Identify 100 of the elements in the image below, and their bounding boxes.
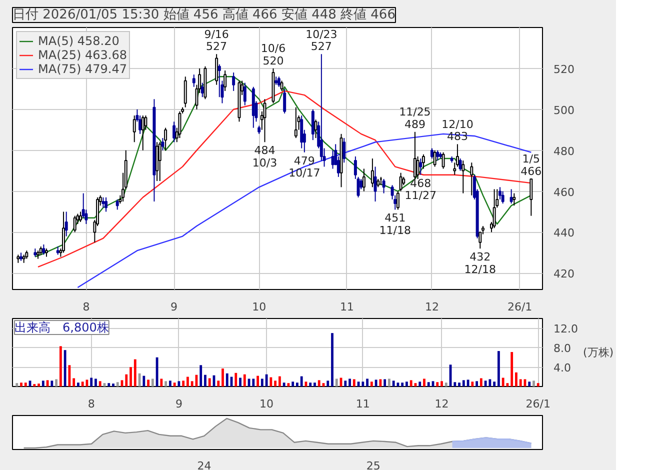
annotation: 10/6 520 bbox=[260, 42, 286, 68]
bar bbox=[502, 378, 504, 386]
y-tick-label: 500 bbox=[554, 104, 574, 117]
bar bbox=[418, 382, 422, 386]
bar bbox=[64, 350, 66, 386]
candlestick bbox=[232, 72, 236, 92]
bar bbox=[156, 357, 158, 386]
bar bbox=[168, 380, 172, 386]
bar bbox=[344, 380, 347, 386]
bar bbox=[528, 382, 531, 386]
candlestick bbox=[283, 88, 286, 114]
bar bbox=[318, 380, 320, 386]
bar bbox=[130, 367, 132, 386]
candlestick bbox=[362, 168, 366, 192]
bar bbox=[335, 378, 338, 386]
candlestick bbox=[416, 156, 420, 180]
bar bbox=[282, 382, 286, 386]
bar bbox=[81, 382, 84, 386]
candlestick bbox=[422, 154, 425, 170]
annotation: 432 12/18 bbox=[464, 250, 496, 276]
candlestick bbox=[141, 115, 144, 151]
bar bbox=[436, 382, 439, 386]
candlestick bbox=[430, 148, 434, 159]
candlestick bbox=[62, 211, 66, 254]
bar bbox=[388, 378, 390, 386]
candlestick bbox=[396, 190, 400, 210]
x-tick-label: 11 bbox=[356, 398, 370, 410]
candlestick bbox=[104, 196, 108, 212]
bar bbox=[252, 378, 255, 386]
candlestick bbox=[184, 76, 187, 108]
bar bbox=[392, 380, 395, 386]
bar bbox=[55, 379, 58, 386]
bar bbox=[292, 382, 294, 386]
bar bbox=[480, 378, 482, 386]
bar bbox=[326, 380, 330, 386]
candlestick bbox=[498, 186, 502, 200]
legend-label: MA(5) 458.20 bbox=[38, 34, 120, 48]
legend-label: MA(75) 479.47 bbox=[38, 62, 127, 76]
bar bbox=[90, 378, 93, 386]
bar bbox=[20, 382, 22, 386]
bar bbox=[234, 372, 238, 386]
candlestick bbox=[374, 166, 377, 202]
bar bbox=[374, 380, 378, 386]
bar bbox=[222, 368, 224, 386]
bar bbox=[493, 382, 496, 386]
bar bbox=[406, 382, 408, 386]
x-tick-label: 11 bbox=[340, 300, 354, 314]
candlestick bbox=[79, 211, 82, 222]
annotation: 479 10/17 bbox=[288, 154, 320, 180]
bar bbox=[68, 365, 71, 386]
bar bbox=[142, 376, 146, 386]
bar bbox=[16, 383, 18, 386]
candlestick bbox=[161, 138, 164, 151]
bar bbox=[484, 380, 487, 386]
x-tick-label: 8 bbox=[82, 300, 90, 314]
bar bbox=[278, 376, 281, 386]
annotation: 9/16 527 bbox=[204, 28, 229, 54]
bar bbox=[178, 381, 180, 386]
candlestick bbox=[512, 192, 516, 206]
candlestick bbox=[215, 54, 218, 86]
bar bbox=[265, 374, 268, 386]
bar bbox=[314, 382, 316, 386]
bar bbox=[160, 378, 163, 386]
y-tick-label: 420 bbox=[554, 268, 574, 281]
candlestick bbox=[501, 190, 504, 204]
bar bbox=[204, 374, 206, 386]
bar bbox=[476, 381, 478, 386]
x-tick-label: 24 bbox=[197, 460, 212, 470]
candlestick bbox=[370, 158, 374, 188]
bar bbox=[260, 378, 264, 386]
x-tick-label: 10 bbox=[260, 398, 274, 410]
bar bbox=[300, 376, 303, 386]
bar bbox=[515, 372, 518, 386]
candlestick bbox=[172, 121, 176, 143]
x-tick-label: 8 bbox=[88, 398, 95, 410]
candlestick bbox=[399, 172, 402, 192]
bar bbox=[217, 380, 220, 386]
candlestick bbox=[342, 138, 346, 164]
bar bbox=[488, 379, 492, 386]
bar bbox=[116, 382, 119, 386]
bar bbox=[190, 381, 194, 386]
candlestick bbox=[311, 108, 314, 141]
y-tick-label: 520 bbox=[554, 62, 574, 76]
bar bbox=[42, 380, 44, 386]
candlestick bbox=[243, 82, 246, 106]
bar bbox=[173, 382, 176, 386]
x-tick-label: 10 bbox=[252, 300, 266, 314]
annotation: 468 11/27 bbox=[404, 176, 436, 202]
bar bbox=[77, 382, 80, 386]
bar bbox=[164, 381, 168, 386]
x-tick-label: 12 bbox=[424, 300, 439, 314]
annotation: 出来高 6,800株 bbox=[14, 320, 109, 334]
bar bbox=[352, 379, 356, 386]
bar bbox=[362, 382, 364, 386]
bar bbox=[125, 374, 128, 386]
bar bbox=[519, 379, 522, 386]
candlestick bbox=[470, 162, 474, 196]
bar bbox=[497, 351, 500, 386]
candlestick bbox=[314, 119, 318, 139]
candlestick bbox=[382, 178, 386, 194]
